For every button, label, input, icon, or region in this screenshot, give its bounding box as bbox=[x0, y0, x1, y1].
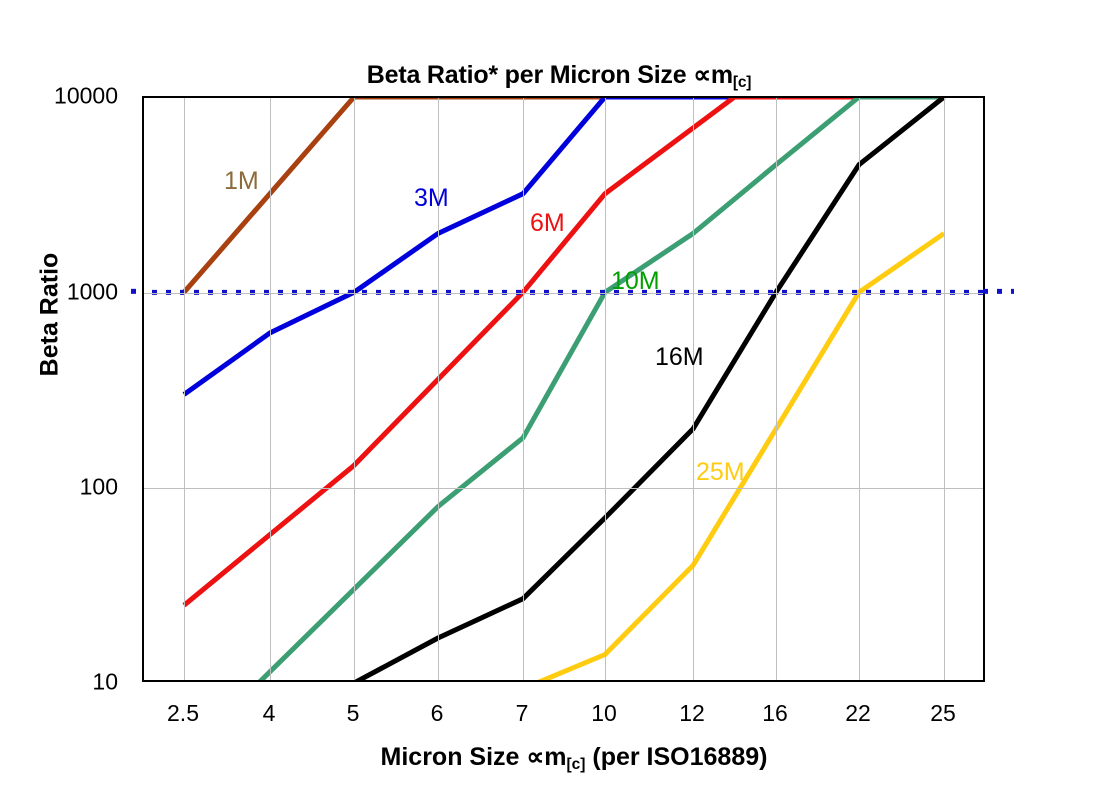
x-tick-label: 12 bbox=[679, 700, 705, 726]
x-tick-label: 5 bbox=[346, 700, 360, 726]
series-line-16m bbox=[354, 98, 946, 680]
x-axis-title-subscript: [c] bbox=[566, 755, 586, 773]
x-tick-label: 6 bbox=[430, 700, 444, 726]
plot-area: 1M 3M 6M 10M 16M 25M bbox=[142, 96, 985, 682]
x-axis-title-text: Micron Size bbox=[380, 743, 527, 771]
horizontal-gridline bbox=[144, 488, 983, 489]
y-axis-title: Beta Ratio bbox=[35, 252, 64, 377]
vertical-gridline bbox=[523, 98, 524, 680]
x-axis-title: Micron Size ∝m[c] (per ISO16889) bbox=[0, 742, 1096, 774]
series-label-25m: 25M bbox=[696, 458, 745, 486]
vertical-gridline bbox=[776, 98, 777, 680]
series-line-25m bbox=[537, 231, 946, 680]
vertical-gridline bbox=[859, 98, 860, 680]
vertical-gridline bbox=[354, 98, 355, 680]
horizontal-gridline bbox=[144, 293, 983, 294]
vertical-gridline bbox=[693, 98, 694, 680]
y-tick-label: 1000 bbox=[66, 278, 118, 305]
series-label-1m: 1M bbox=[224, 167, 259, 195]
x-tick-label: 7 bbox=[515, 700, 529, 726]
y-tick-label: 10 bbox=[92, 668, 118, 695]
x-tick-label: 16 bbox=[762, 700, 788, 726]
x-tick-label: 4 bbox=[262, 700, 276, 726]
x-tick-label: 10 bbox=[591, 700, 617, 726]
y-tick-label: 10000 bbox=[54, 82, 118, 109]
series-line-6m bbox=[182, 98, 944, 608]
series-label-16m: 16M bbox=[655, 343, 704, 371]
series-label-6m: 6M bbox=[530, 209, 565, 237]
vertical-gridline bbox=[438, 98, 439, 680]
x-tick-label: 2.5 bbox=[167, 700, 199, 726]
chart-title: Beta Ratio* per Micron Size ∝m[c] bbox=[0, 60, 1096, 92]
vertical-gridline bbox=[944, 98, 945, 680]
series-label-10m: 10M bbox=[611, 267, 660, 295]
vertical-gridline bbox=[184, 98, 185, 680]
chart-title-symbol: ∝m bbox=[693, 61, 733, 89]
chart-title-subscript: [c] bbox=[732, 73, 752, 91]
x-tick-label: 25 bbox=[930, 700, 956, 726]
x-tick-label: 22 bbox=[845, 700, 871, 726]
series-line-10m bbox=[257, 98, 944, 680]
series-line-1m bbox=[182, 98, 944, 294]
vertical-gridline bbox=[605, 98, 606, 680]
chart-title-text: Beta Ratio* per Micron Size bbox=[366, 61, 694, 89]
y-tick-label: 100 bbox=[79, 473, 118, 500]
x-axis-title-suffix: (per ISO16889) bbox=[585, 743, 768, 771]
x-axis-title-symbol: ∝m bbox=[526, 743, 567, 771]
vertical-gridline bbox=[270, 98, 271, 680]
series-label-3m: 3M bbox=[414, 184, 449, 212]
